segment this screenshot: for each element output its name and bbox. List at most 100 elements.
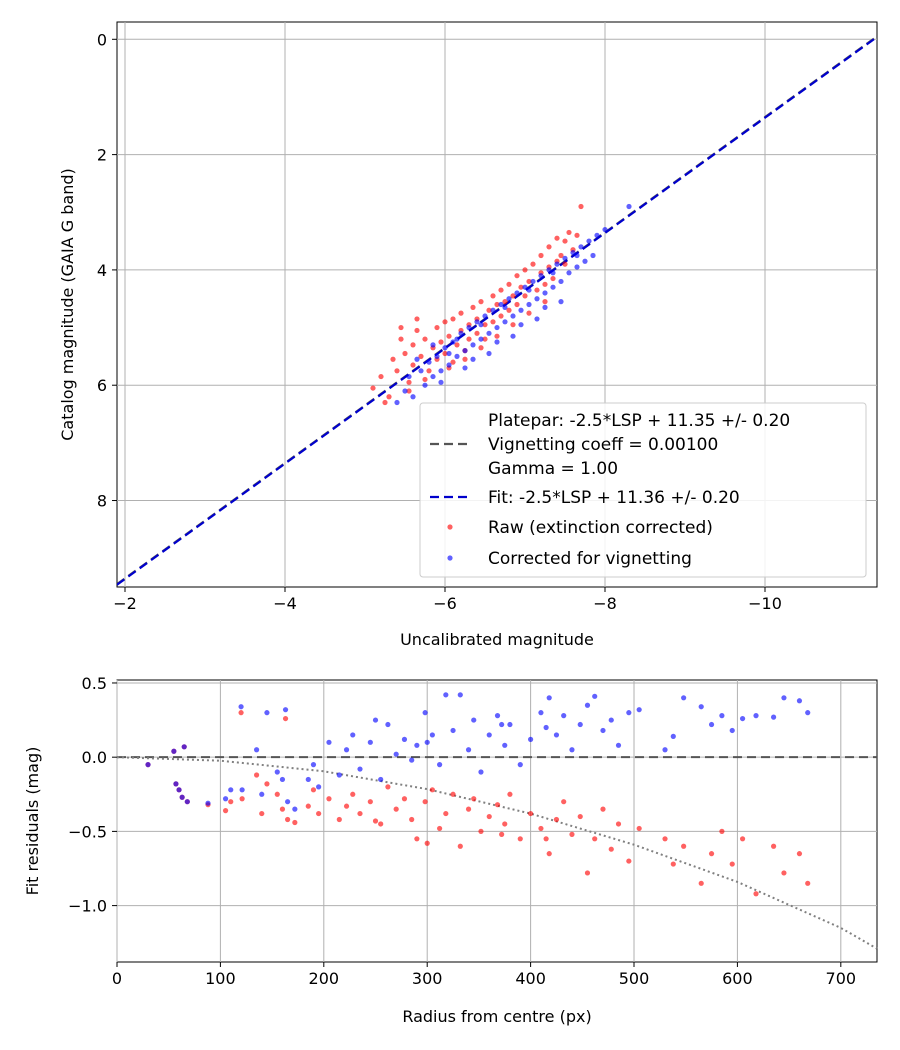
corrected-point — [465, 747, 472, 753]
corrected-point — [184, 799, 190, 805]
corrected-point — [781, 695, 787, 701]
raw-point — [414, 327, 420, 334]
y-tick-label: 2 — [97, 146, 107, 165]
corrected-point — [518, 322, 524, 328]
corrected-point — [510, 313, 516, 319]
corrected-point — [179, 794, 185, 800]
raw-point — [770, 843, 777, 849]
x-tick-label: −2 — [113, 594, 137, 613]
raw-point — [343, 803, 350, 809]
raw-point — [561, 799, 567, 805]
y-tick-label: 0 — [97, 30, 107, 49]
y-tick-label: 6 — [97, 376, 107, 395]
top-plot-lines — [117, 35, 877, 586]
corrected-point — [343, 747, 350, 753]
raw-point — [450, 359, 456, 365]
raw-point — [498, 313, 504, 319]
corrected-point — [546, 695, 552, 701]
legend-box — [419, 402, 867, 578]
corrected-point — [292, 806, 298, 812]
x-tick-label: −10 — [748, 594, 782, 613]
raw-point — [805, 880, 811, 886]
corrected-point — [418, 368, 424, 374]
raw-point — [442, 319, 448, 325]
y-tick-label: −1.0 — [68, 897, 107, 916]
raw-point — [538, 825, 544, 832]
y-tick-label: 8 — [97, 492, 107, 511]
bottom-plot-grid — [116, 680, 877, 962]
y-tick-label: 4 — [97, 261, 107, 280]
corrected-point — [414, 742, 420, 748]
top-y-axis-label: Catalog magnitude (GAIA G band) — [58, 168, 77, 440]
corrected-point — [554, 261, 560, 267]
raw-point — [518, 284, 524, 290]
raw-point — [494, 802, 501, 808]
corrected-point — [238, 704, 244, 710]
corrected-point — [378, 776, 384, 783]
raw-point — [386, 394, 392, 400]
corrected-point — [402, 388, 408, 394]
raw-point — [542, 281, 548, 287]
raw-point — [502, 299, 508, 305]
legend-platepar-label-line: Platepar: -2.5*LSP + 11.35 +/- 0.20 — [488, 411, 790, 431]
raw-point — [578, 203, 584, 210]
corrected-point — [518, 307, 524, 313]
bottom-plot-ticks: 0 100 200 300 400 500 600 700 0.5 0.0 −0.5 −1.0 — [68, 674, 856, 988]
corrected-point — [482, 313, 488, 319]
raw-point — [482, 336, 488, 342]
raw-point — [450, 316, 456, 322]
corrected-point — [494, 339, 500, 345]
legend: Platepar: -2.5*LSP + 11.35 +/- 0.20 Vigne… — [419, 402, 867, 578]
raw-point — [562, 261, 568, 267]
top-plot-frame — [116, 21, 878, 588]
corrected-point — [145, 762, 151, 768]
raw-point — [517, 836, 523, 842]
raw-point — [429, 787, 435, 793]
corrected-point — [259, 791, 265, 797]
corrected-point — [173, 781, 179, 787]
corrected-point — [528, 736, 534, 742]
legend-corrected-marker — [447, 555, 453, 561]
raw-point — [566, 229, 572, 236]
corrected-point — [401, 736, 408, 742]
legend-fit-label: Fit: -2.5*LSP + 11.36 +/- 0.20 — [488, 488, 740, 508]
corrected-point — [636, 707, 642, 713]
corrected-point — [478, 769, 484, 775]
raw-point — [636, 825, 642, 832]
corrected-point — [478, 336, 484, 342]
corrected-point — [502, 319, 508, 325]
corrected-point — [574, 252, 580, 259]
corrected-point — [770, 714, 777, 720]
corrected-point — [615, 742, 622, 748]
corrected-point — [274, 769, 280, 775]
raw-point — [326, 796, 332, 802]
bottom-x-axis-label: Radius from centre (px) — [402, 1007, 591, 1026]
raw-point — [494, 333, 500, 339]
raw-point — [553, 816, 560, 823]
corrected-point — [414, 356, 420, 362]
corrected-point — [542, 304, 548, 310]
corrected-point — [626, 710, 632, 716]
corrected-point — [326, 739, 332, 745]
x-tick-label: −4 — [273, 594, 297, 613]
corrected-point — [574, 264, 580, 270]
corrected-point — [446, 362, 452, 368]
raw-point — [781, 870, 787, 876]
corrected-point — [310, 762, 317, 768]
corrected-point — [538, 710, 544, 716]
raw-point — [530, 261, 536, 267]
corrected-point — [577, 721, 583, 728]
top-plot-points — [370, 203, 632, 406]
corrected-point — [282, 707, 289, 713]
raw-point — [378, 821, 384, 827]
raw-point — [367, 799, 373, 805]
corrected-point — [426, 359, 432, 365]
raw-point — [442, 350, 448, 357]
x-tick-label: 100 — [205, 969, 236, 988]
raw-point — [406, 379, 412, 385]
raw-point — [486, 307, 492, 313]
raw-point — [554, 235, 560, 241]
corrected-point — [805, 710, 811, 716]
raw-point — [562, 238, 568, 244]
raw-point — [510, 293, 516, 299]
